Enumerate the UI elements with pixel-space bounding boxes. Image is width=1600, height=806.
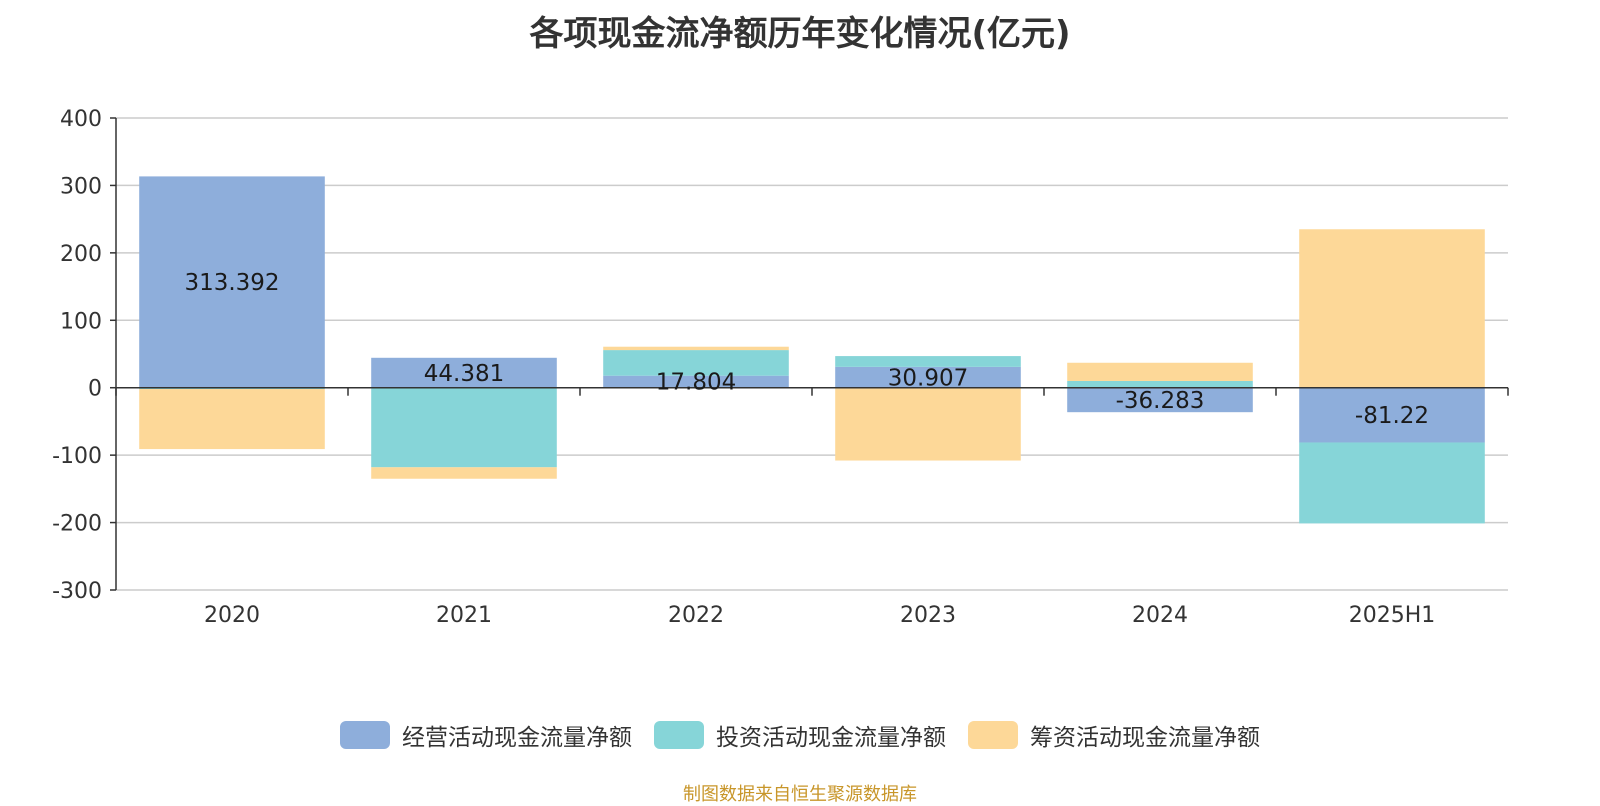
bar-1 <box>139 176 325 388</box>
bar-1 <box>835 366 1021 388</box>
chart-title: 各项现金流净额历年变化情况(亿元) <box>529 14 1071 54</box>
legend-swatch <box>968 721 1018 749</box>
bar-3 <box>371 467 557 479</box>
legend-swatch <box>654 721 704 749</box>
bar-1 <box>603 375 789 388</box>
bar-3 <box>1299 229 1485 388</box>
legend-item-operating[interactable]: 经营活动现金流量净额 <box>340 718 632 752</box>
x-tick-label: 2022 <box>668 603 724 628</box>
x-tick-label: 2023 <box>900 603 956 628</box>
data-labels: 313.392 44.381 17.804 30.907 -36.283 -81.22 <box>184 270 1429 429</box>
bar-3 <box>603 346 789 351</box>
bar-1 <box>1299 387 1485 443</box>
grid-lines <box>116 117 1508 591</box>
data-label: -81.22 <box>1355 403 1429 429</box>
x-tick-label: 2020 <box>204 603 260 628</box>
legend-item-investing[interactable]: 投资活动现金流量净额 <box>654 718 946 752</box>
bar-3 <box>139 389 325 450</box>
bar-2 <box>371 387 557 468</box>
legend-label: 投资活动现金流量净额 <box>716 725 946 751</box>
data-label: 17.804 <box>656 370 736 396</box>
legend-label: 经营活动现金流量净额 <box>402 725 632 751</box>
x-tick-label: 2021 <box>436 603 492 628</box>
y-tick-label: 0 <box>88 377 102 402</box>
y-tick-label: 400 <box>60 107 102 132</box>
bar-3 <box>835 387 1021 461</box>
y-tick-label: 200 <box>60 242 102 267</box>
source-note: 制图数据来自恒生聚源数据库 <box>683 784 917 805</box>
legend-item-financing[interactable]: 筹资活动现金流量净额 <box>968 718 1260 752</box>
data-label: -36.283 <box>1116 388 1205 414</box>
data-label: 30.907 <box>888 365 968 391</box>
legend: 经营活动现金流量净额 投资活动现金流量净额 筹资活动现金流量净额 <box>0 718 1600 752</box>
bar-3 <box>1067 362 1253 381</box>
data-label: 44.381 <box>424 361 504 387</box>
axes: 400 300 200 100 0 -100 -200 -300 2020 2021 2022 202… <box>52 107 1509 628</box>
bar-2 <box>1067 380 1253 388</box>
bars <box>139 176 1485 524</box>
y-tick-label: 300 <box>60 174 102 199</box>
legend-swatch <box>340 721 390 749</box>
bar-2 <box>835 356 1021 367</box>
y-tick-label: 100 <box>60 309 102 334</box>
bar-2 <box>603 350 789 376</box>
y-tick-label: -300 <box>52 579 102 604</box>
legend-label: 筹资活动现金流量净额 <box>1030 725 1260 751</box>
x-tick-label: 2025H1 <box>1349 603 1436 628</box>
bar-1 <box>1067 387 1253 413</box>
y-tick-label: -100 <box>52 444 102 469</box>
x-tick-label: 2024 <box>1132 603 1188 628</box>
bar-2 <box>1299 442 1485 524</box>
y-tick-label: -200 <box>52 512 102 537</box>
data-label: 313.392 <box>184 270 279 296</box>
bar-1 <box>371 357 557 388</box>
